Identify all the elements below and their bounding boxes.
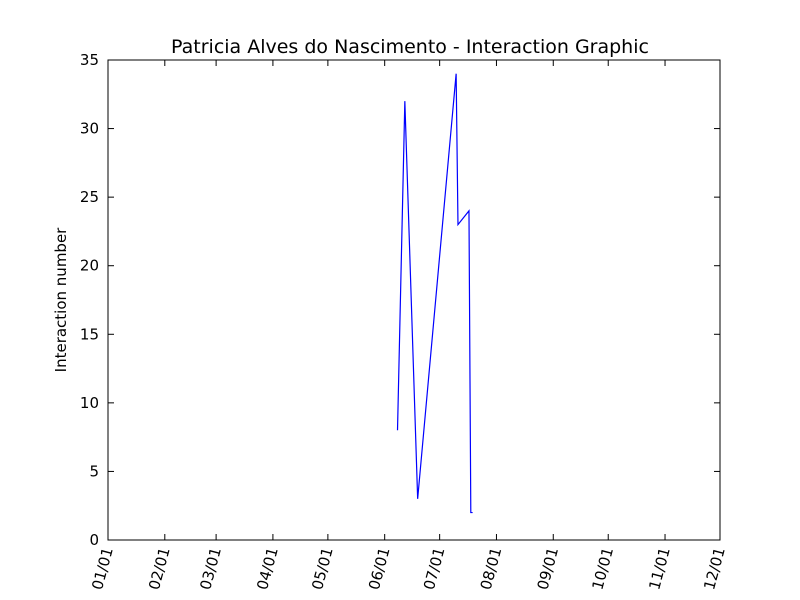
- x-tick-label: 03/01: [196, 545, 225, 591]
- x-tick-label: 06/01: [365, 545, 394, 591]
- y-tick-label: 25: [80, 188, 99, 206]
- x-tick-label: 02/01: [145, 545, 174, 591]
- y-tick-label: 20: [80, 257, 99, 275]
- y-tick-label: 0: [89, 531, 99, 549]
- y-tick-label: 15: [80, 325, 99, 343]
- y-tick-label: 35: [80, 51, 99, 69]
- y-tick-label: 10: [80, 394, 99, 412]
- x-tick-label: 07/01: [420, 545, 449, 591]
- x-tick-label: 09/01: [534, 545, 563, 591]
- x-tick-label: 12/01: [700, 545, 729, 591]
- x-tick-label: 05/01: [308, 545, 337, 591]
- chart-title: Patricia Alves do Nascimento - Interacti…: [171, 36, 649, 58]
- x-tick-label: 10/01: [589, 545, 618, 591]
- plot-frame: [107, 59, 721, 541]
- x-tick-label: 08/01: [477, 545, 506, 591]
- x-tick-label: 01/01: [88, 545, 117, 591]
- y-tick-label: 5: [89, 462, 99, 480]
- plot-area: 0 5 10 15 20 25 30 35 01/01 02/01 03/01 04/01 05/01 0…: [80, 51, 729, 592]
- x-tick-label: 04/01: [253, 545, 282, 591]
- series-line: [396, 73, 473, 514]
- x-tick-label: 11/01: [645, 545, 674, 591]
- y-axis-label: Interaction number: [52, 227, 70, 373]
- y-tick-label: 30: [80, 120, 99, 138]
